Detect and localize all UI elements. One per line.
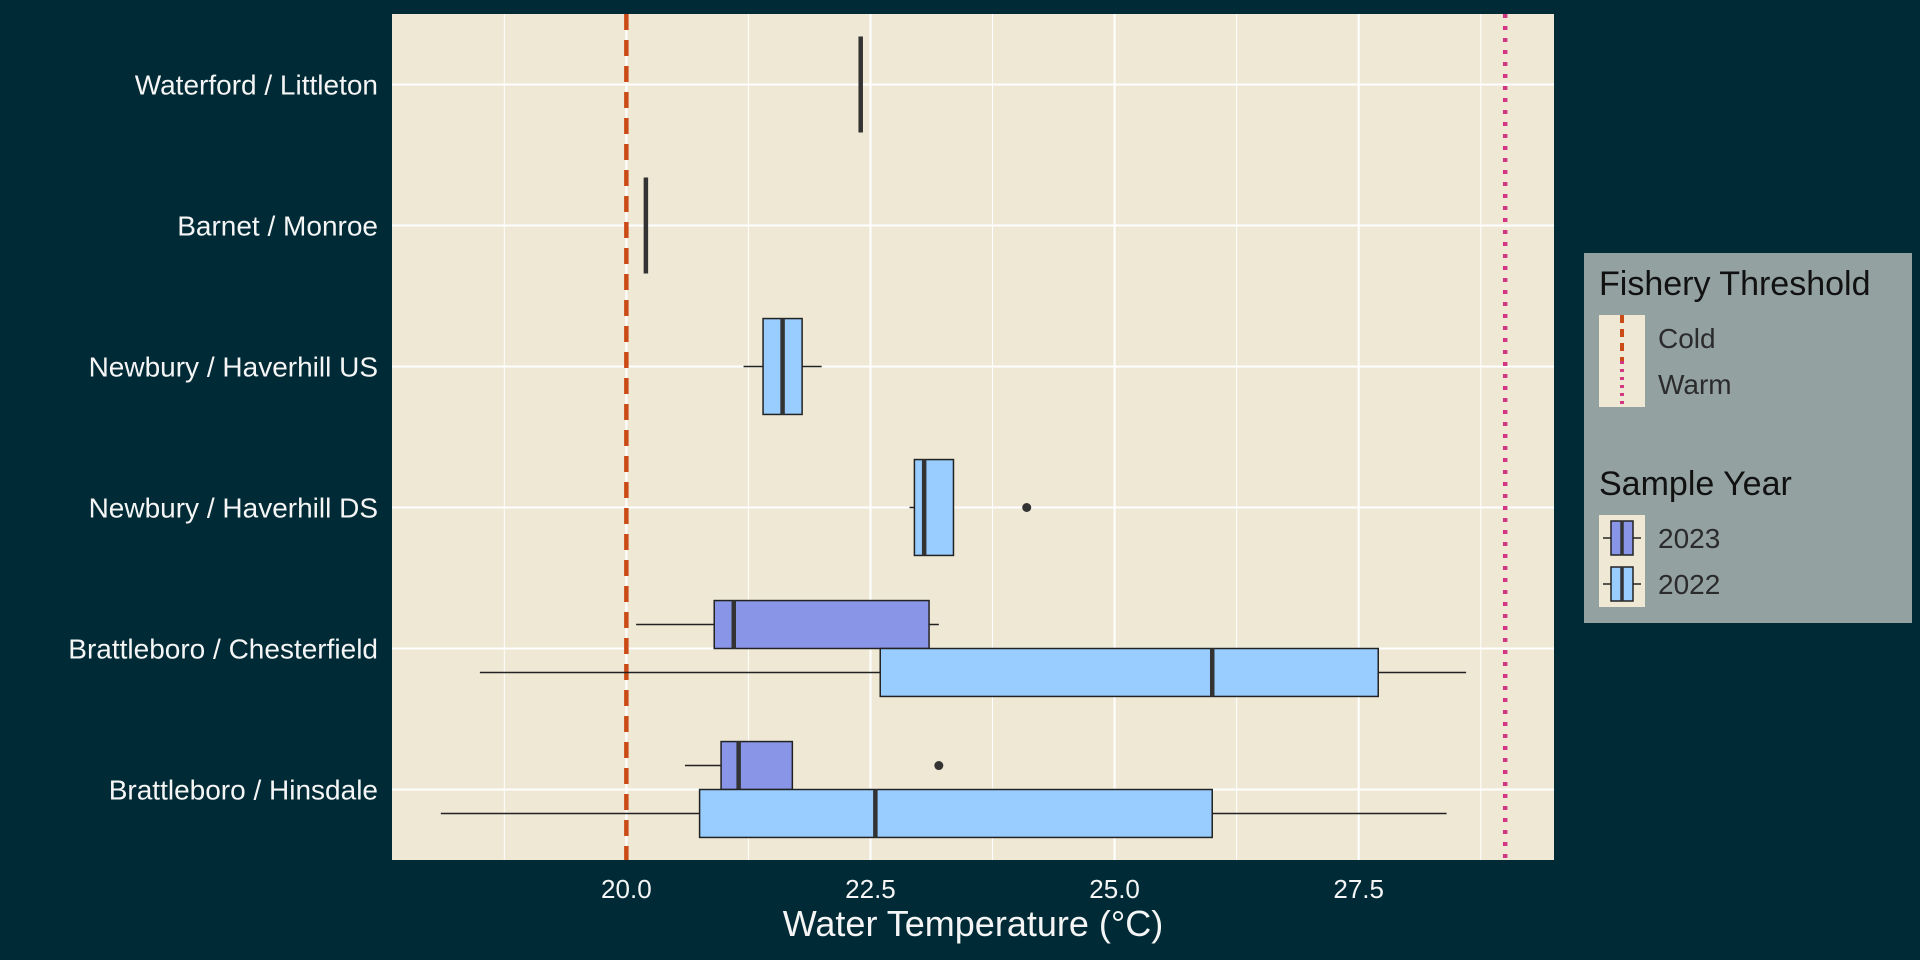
- box: [720, 740, 794, 791]
- box-2022-newbury-haverhill-us: [743, 317, 822, 416]
- y-tick-label: Brattleboro / Hinsdale: [109, 775, 378, 806]
- x-tick-label: 25.0: [1089, 874, 1140, 904]
- legend-label-2022: 2022: [1658, 569, 1721, 600]
- y-tick-label: Newbury / Haverhill DS: [89, 493, 378, 524]
- box: [713, 599, 930, 650]
- box: [879, 647, 1379, 698]
- box: [698, 788, 1213, 839]
- y-tick-label: Barnet / Monroe: [177, 211, 378, 242]
- threshold-lines: [624, 14, 1508, 860]
- x-tick-labels: 20.0 22.5 25.0 27.5: [601, 874, 1384, 904]
- legend-label-warm: Warm: [1658, 369, 1732, 400]
- threshold-legend-keys: [1599, 315, 1645, 407]
- y-tick-label: Brattleboro / Chesterfield: [68, 634, 378, 665]
- box: [913, 458, 955, 557]
- box-2023-brattleboro-hinsdale: [684, 740, 944, 791]
- year-2022-legend-key: [1599, 561, 1645, 607]
- y-tick-labels: Waterford / Littleton Barnet / Monroe Newb…: [68, 70, 378, 806]
- legend: Fishery Threshold Cold Warm Sample Year …: [1584, 253, 1912, 623]
- box-2022-newbury-haverhill-ds: [909, 458, 1032, 557]
- x-tick-label: 22.5: [845, 874, 896, 904]
- outlier-point: [1022, 503, 1032, 512]
- x-tick-label: 27.5: [1333, 874, 1384, 904]
- box-2022-brattleboro-chesterfield: [479, 647, 1467, 698]
- box-2022-brattleboro-hinsdale: [440, 788, 1447, 839]
- y-tick-label: Waterford / Littleton: [135, 70, 378, 101]
- y-tick-label: Newbury / Haverhill US: [89, 352, 378, 383]
- legend-label-cold: Cold: [1658, 323, 1716, 354]
- x-axis-title: Water Temperature (°C): [783, 903, 1164, 944]
- x-tick-label: 20.0: [601, 874, 652, 904]
- box-series: [440, 36, 1467, 839]
- box-2023-brattleboro-chesterfield: [636, 599, 939, 650]
- legend-title-fishery-threshold: Fishery Threshold: [1599, 265, 1871, 303]
- outlier-point: [934, 761, 944, 771]
- plot-panel: [392, 14, 1554, 860]
- legend-label-2023: 2023: [1658, 523, 1721, 554]
- legend-title-sample-year: Sample Year: [1599, 465, 1792, 503]
- year-2023-legend-key: [1599, 515, 1645, 561]
